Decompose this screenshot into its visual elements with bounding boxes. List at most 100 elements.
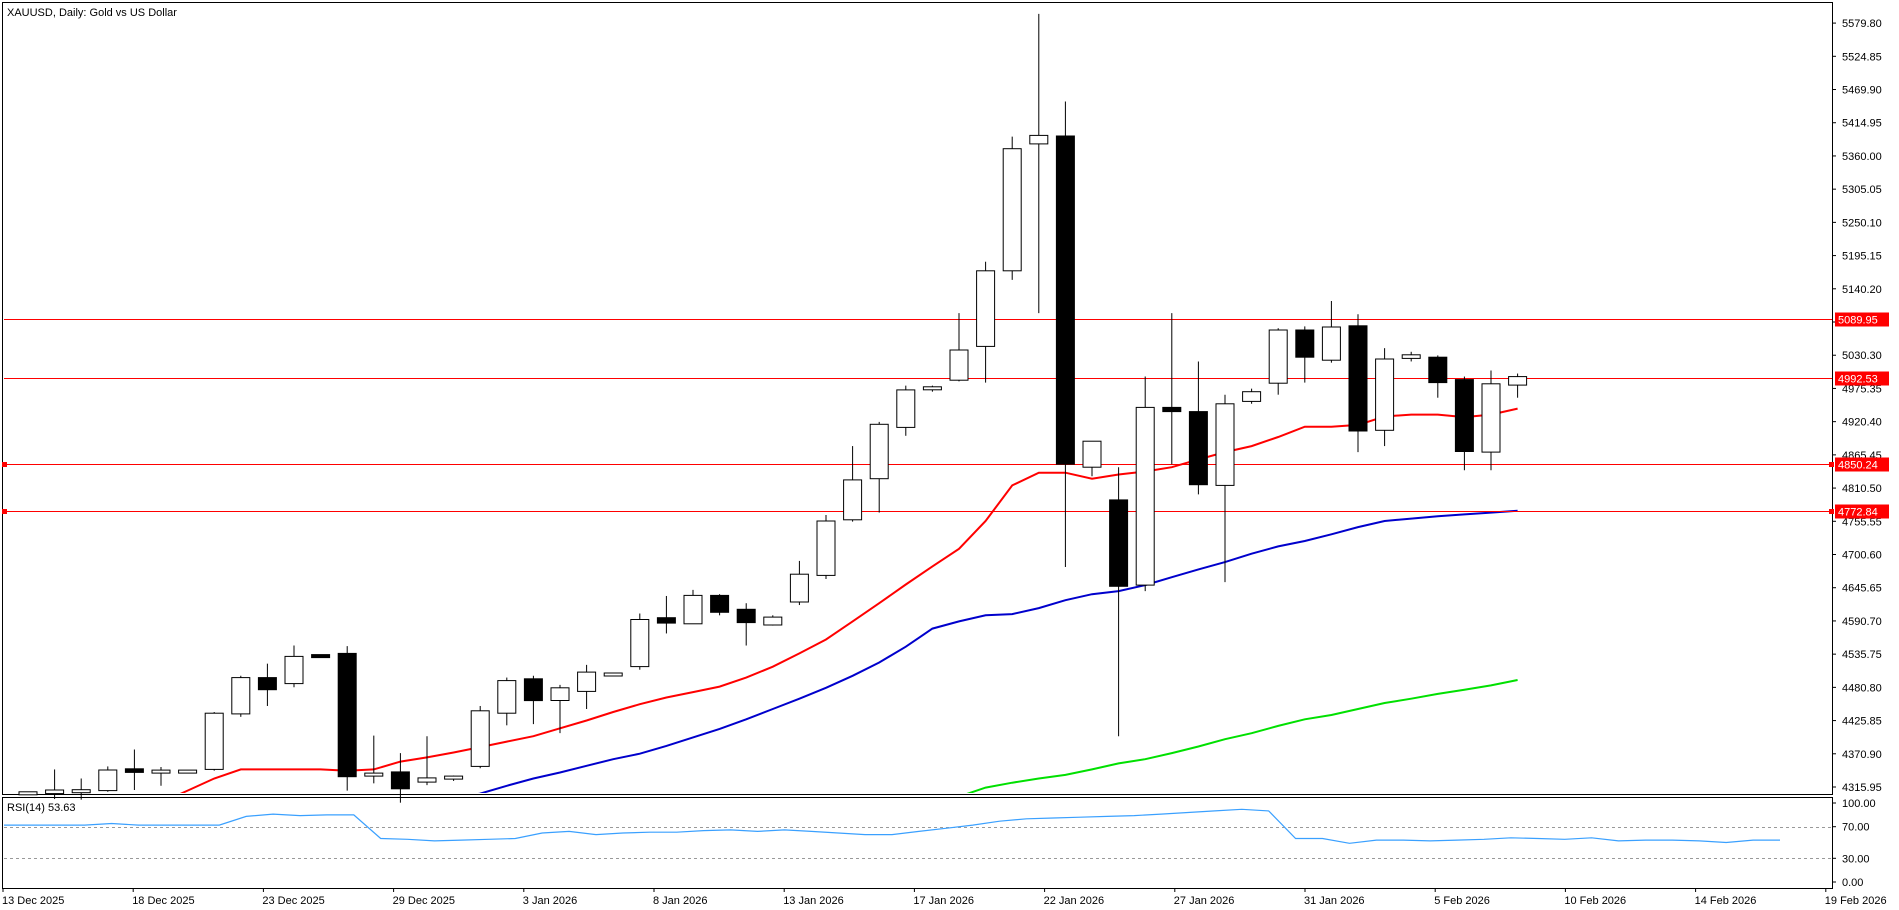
candle-bull [98, 769, 118, 792]
price-tick-label: 4590.70 [1842, 616, 1882, 628]
price-tick-label: 5250.10 [1842, 217, 1882, 229]
time-tick-label: 29 Dec 2025 [393, 895, 455, 907]
rsi-title: RSI(14) 53.63 [7, 802, 75, 814]
candle-bull [284, 655, 304, 685]
time-tick-label: 3 Jan 2026 [523, 895, 577, 907]
price-tag-label-0: 5089.95 [1838, 315, 1878, 327]
price-tick-label: 5414.95 [1842, 118, 1882, 130]
candle-bull [1401, 354, 1421, 359]
time-tick-label: 23 Dec 2025 [262, 895, 324, 907]
candle-bull [896, 389, 916, 428]
candle-bull [843, 479, 863, 521]
candle-bull [1082, 440, 1102, 468]
candle-bull [1508, 376, 1528, 386]
price-tick-label: 4480.80 [1842, 682, 1882, 694]
candle-bear [311, 654, 331, 659]
candle-bull [816, 520, 836, 576]
candle-bull [45, 789, 65, 795]
price-tick-label: 5305.05 [1842, 184, 1882, 196]
candle-bear [710, 594, 730, 613]
candle-bull [1481, 383, 1501, 453]
moving-averages [179, 407, 1518, 793]
time-tick-label: 8 Jan 2026 [653, 895, 707, 907]
time-tick-label: 27 Jan 2026 [1174, 895, 1235, 907]
candle-bull [417, 777, 437, 783]
price-tick-label: 5469.90 [1842, 85, 1882, 97]
candle-bear [1055, 135, 1075, 465]
price-tick-label: 4700.60 [1842, 550, 1882, 562]
candle-bull [151, 769, 171, 774]
time-tick-label: 31 Jan 2026 [1304, 895, 1365, 907]
candle-bear [656, 617, 676, 624]
candle-bull [1321, 326, 1341, 361]
time-tick-label: 14 Feb 2026 [1695, 895, 1757, 907]
rsi-plot [4, 808, 1832, 859]
moving-average-line-1 [478, 509, 1518, 793]
candle-bull [1002, 148, 1022, 272]
price-panel-frame [2, 2, 1833, 795]
time-tick-label: 19 Feb 2026 [1825, 895, 1887, 907]
time-tick-label: 18 Dec 2025 [132, 895, 194, 907]
price-tick-label: 5360.00 [1842, 151, 1882, 163]
candle-bear [257, 677, 277, 691]
candle-bull [204, 712, 224, 770]
price-tick-label: 4370.90 [1842, 749, 1882, 761]
candle-bull [497, 680, 517, 714]
level-marker-right-2 [1829, 462, 1834, 467]
candle-bull [869, 423, 889, 480]
candle-bear [1162, 406, 1182, 413]
candle-bull [789, 573, 809, 603]
chart-title: XAUUSD, Daily: Gold vs US Dollar [7, 7, 177, 19]
horizontal-levels [2, 319, 1834, 514]
candle-bull [18, 791, 38, 796]
candle-bull [1215, 403, 1235, 486]
candle-bull [1029, 134, 1049, 145]
price-tick-label: 5195.15 [1842, 251, 1882, 263]
time-tick-label: 13 Dec 2025 [2, 895, 64, 907]
rsi-tick-label: 0.00 [1842, 877, 1863, 889]
rsi-line [4, 808, 1780, 844]
price-tick-label: 4535.75 [1842, 649, 1882, 661]
rsi-tick-label: 100.00 [1842, 798, 1876, 810]
level-marker-right-3 [1829, 509, 1834, 514]
candle-bear [736, 608, 756, 624]
candle-bull [550, 687, 570, 701]
candle-bear [1454, 379, 1474, 453]
price-tick-label: 4975.35 [1842, 383, 1882, 395]
candle-bull [1268, 329, 1288, 384]
price-tick-label: 4810.50 [1842, 483, 1882, 495]
candle-bull [603, 672, 623, 677]
candle-bear [1109, 499, 1129, 587]
candlesticks [18, 13, 1528, 803]
candle-bear [1428, 356, 1448, 384]
candle-bull [763, 616, 783, 626]
candle-bull [71, 789, 91, 794]
price-tick-label: 4645.65 [1842, 583, 1882, 595]
price-tick-label: 5579.80 [1842, 18, 1882, 30]
moving-average-line-0 [179, 407, 1518, 793]
candle-bear [523, 678, 543, 702]
candle-bull [630, 619, 650, 668]
price-axis: 5579.80 5524.85 5469.90 5414.95 5360.00 5305.… [1832, 18, 1882, 794]
price-tag-label-3: 4772.84 [1838, 507, 1878, 519]
rsi-panel-frame [2, 797, 1833, 889]
candle-bear [337, 652, 357, 778]
price-tag-label-1: 4992.53 [1838, 374, 1878, 386]
candle-bull [976, 270, 996, 347]
price-tick-label: 4315.95 [1842, 782, 1882, 794]
price-tag-label-2: 4850.24 [1838, 460, 1878, 472]
price-tag-1 [1835, 371, 1889, 386]
candle-bear [1295, 329, 1315, 358]
candle-bull [364, 772, 384, 777]
candle-bull [949, 349, 969, 381]
price-tick-label: 5524.85 [1842, 51, 1882, 63]
time-tick-label: 22 Jan 2026 [1044, 895, 1105, 907]
price-tag-2 [1835, 457, 1889, 472]
candle-bull [1242, 391, 1262, 402]
level-marker-left-3 [2, 509, 7, 514]
candle-bull [1135, 406, 1155, 586]
candle-bull [470, 710, 490, 767]
price-level-tags: 5089.95 4992.53 4850.24 4772.84 [1835, 312, 1889, 519]
time-tick-label: 5 Feb 2026 [1434, 895, 1490, 907]
